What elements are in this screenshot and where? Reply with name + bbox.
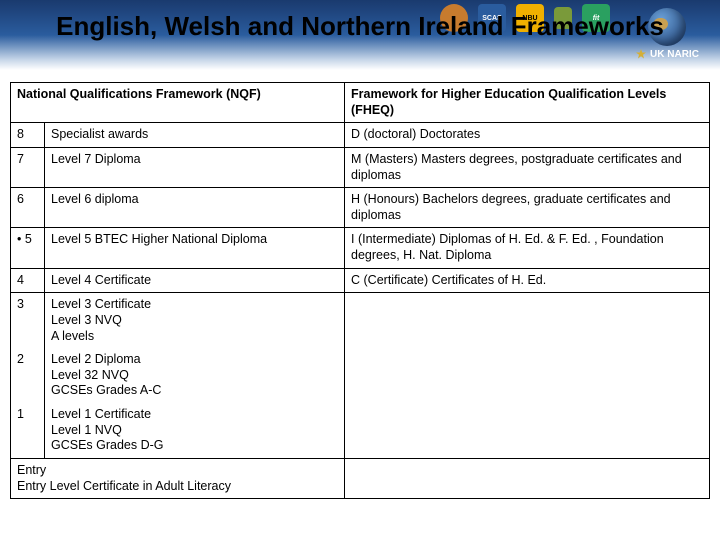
nqf-cell: Level 1 Certificate Level 1 NVQ GCSEs Gr… xyxy=(45,403,345,458)
table-header-row: National Qualifications Framework (NQF) … xyxy=(11,83,710,123)
table-row: 8 Specialist awards D (doctoral) Doctora… xyxy=(11,123,710,148)
fheq-cell: I (Intermediate) Diplomas of H. Ed. & F.… xyxy=(345,228,710,268)
header-nqf: National Qualifications Framework (NQF) xyxy=(11,83,345,123)
brand-label: UK NARIC xyxy=(635,48,699,60)
level-cell: 7 xyxy=(11,147,45,187)
page-title: English, Welsh and Northern Ireland Fram… xyxy=(0,0,720,49)
nqf-cell: Level 4 Certificate xyxy=(45,268,345,293)
fheq-cell: M (Masters) Masters degrees, postgraduat… xyxy=(345,147,710,187)
level-cell: • 5 xyxy=(11,228,45,268)
nqf-cell: Level 7 Diploma xyxy=(45,147,345,187)
level-cell: 3 xyxy=(11,293,45,348)
level-cell: 8 xyxy=(11,123,45,148)
table-row-entry: Entry Entry Level Certificate in Adult L… xyxy=(11,458,710,498)
table-row: 4 Level 4 Certificate C (Certificate) Ce… xyxy=(11,268,710,293)
level-cell: 6 xyxy=(11,188,45,228)
nqf-cell: Level 3 Certificate Level 3 NVQ A levels xyxy=(45,293,345,348)
nqf-cell: Level 5 BTEC Higher National Diploma xyxy=(45,228,345,268)
nqf-cell: Level 6 diploma xyxy=(45,188,345,228)
level-cell: 1 xyxy=(11,403,45,458)
fheq-cell-empty xyxy=(345,293,710,459)
nqf-cell: Level 2 Diploma Level 32 NVQ GCSEs Grade… xyxy=(45,348,345,403)
level-cell: 2 xyxy=(11,348,45,403)
header-fheq: Framework for Higher Education Qualifica… xyxy=(345,83,710,123)
table-row: 7 Level 7 Diploma M (Masters) Masters de… xyxy=(11,147,710,187)
fheq-cell-empty xyxy=(345,458,710,498)
fheq-cell: C (Certificate) Certificates of H. Ed. xyxy=(345,268,710,293)
star-icon xyxy=(635,48,647,60)
fheq-cell: H (Honours) Bachelors degrees, graduate … xyxy=(345,188,710,228)
frameworks-table-wrap: National Qualifications Framework (NQF) … xyxy=(10,82,710,499)
fheq-cell: D (doctoral) Doctorates xyxy=(345,123,710,148)
level-cell: 4 xyxy=(11,268,45,293)
table-row: 6 Level 6 diploma H (Honours) Bachelors … xyxy=(11,188,710,228)
entry-cell: Entry Entry Level Certificate in Adult L… xyxy=(11,458,345,498)
frameworks-table: National Qualifications Framework (NQF) … xyxy=(10,82,710,499)
table-row: • 5 Level 5 BTEC Higher National Diploma… xyxy=(11,228,710,268)
nqf-cell: Specialist awards xyxy=(45,123,345,148)
table-row: 3 Level 3 Certificate Level 3 NVQ A leve… xyxy=(11,293,710,348)
